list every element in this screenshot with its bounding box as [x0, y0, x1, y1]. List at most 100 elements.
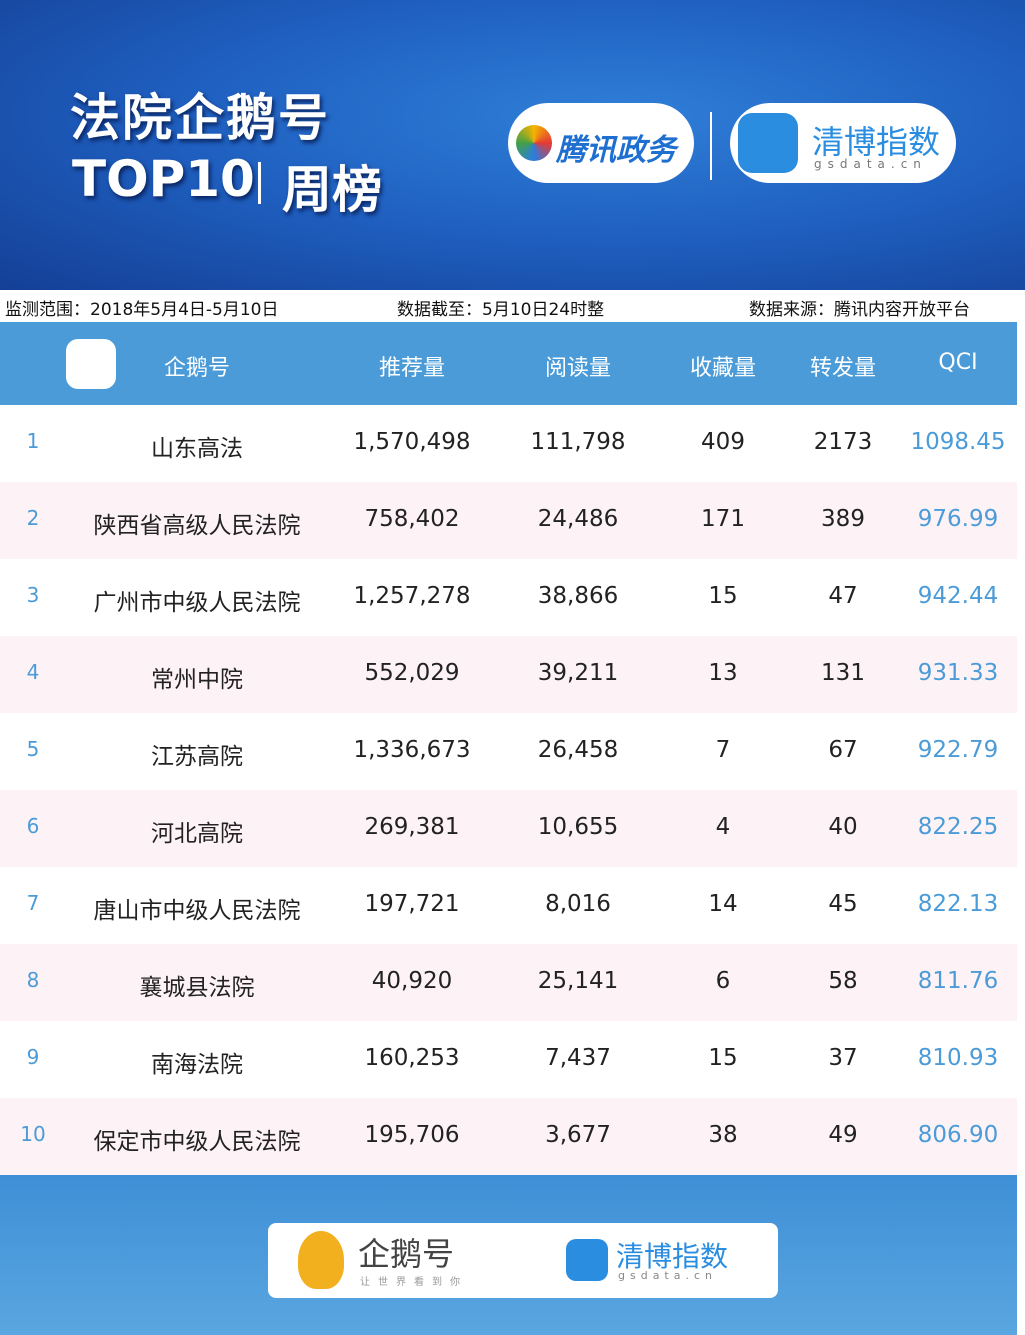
- table-cell: 13: [708, 660, 738, 686]
- footer: 企鹅号 让世界看到你 清博指数 gsdata.cn: [0, 1175, 1017, 1335]
- footer-logo-sub: 让世界看到你: [360, 1277, 468, 1288]
- table-cell: 1098.45: [910, 429, 1006, 455]
- table-cell: 409: [701, 429, 745, 455]
- table-cell: 10,655: [537, 814, 619, 840]
- table-cell: 38: [708, 1122, 738, 1148]
- table-cell: 1,570,498: [353, 429, 471, 455]
- table-cell: 10: [20, 1122, 46, 1146]
- table-row: 8 襄城县法院 40,920 25,141 6 58 811.76: [0, 944, 1017, 1021]
- table-cell: 4: [715, 814, 731, 840]
- table-cell: 976.99: [917, 506, 999, 532]
- table-cell: 552,029: [364, 660, 460, 686]
- table-cell: 942.44: [917, 583, 999, 609]
- footer-icon: [566, 1239, 608, 1281]
- table-cell: 15: [708, 583, 738, 609]
- table-row: 7 唐山市中级人民法院 197,721 8,016 14 45 822.13: [0, 867, 1017, 944]
- table-cell: 9: [26, 1045, 40, 1069]
- table-cell: 河北高院: [151, 821, 243, 847]
- header-icon: [66, 339, 116, 389]
- logo-pill: 清博指数 gsdata.cn: [730, 103, 956, 183]
- table-cell: 758,402: [364, 506, 460, 532]
- table-row: 10 保定市中级人民法院 195,706 3,677 38 49 806.90: [0, 1098, 1017, 1175]
- table-cell: 931.33: [917, 660, 999, 686]
- table-cell: 810.93: [917, 1045, 999, 1071]
- table-cell: 14: [708, 891, 738, 917]
- table-row: 9 南海法院 160,253 7,437 15 37 810.93: [0, 1021, 1017, 1098]
- table-cell: 唐山市中级人民法院: [93, 898, 301, 924]
- table-cell: 25,141: [537, 968, 619, 994]
- table-cell: 40: [828, 814, 858, 840]
- footer-logo-sub: gsdata.cn: [618, 1269, 718, 1282]
- table-row: 1 山东高法 1,570,498 111,798 409 2173 1098.45: [0, 405, 1017, 482]
- table-cell: 4: [26, 660, 40, 684]
- table-cell: 47: [828, 583, 858, 609]
- table-cell: 保定市中级人民法院: [93, 1129, 301, 1155]
- table-cell: 1,336,673: [353, 737, 471, 763]
- table-cell: 269,381: [364, 814, 460, 840]
- table-cell: 江苏高院: [151, 744, 243, 770]
- table-cell: 922.79: [917, 737, 999, 763]
- banner-title: 法院企鹅号: [70, 89, 330, 147]
- table-cell: 26,458: [537, 737, 619, 763]
- table-cell: 3: [26, 583, 40, 607]
- column-header: QCI: [938, 350, 978, 375]
- table-cell: 8,016: [545, 891, 611, 917]
- logo-icon: [516, 125, 552, 161]
- info-range: 监测范围：2018年5月4日-5月10日: [5, 300, 279, 320]
- banner: 法院企鹅号 TOP10 周榜 腾讯政务 清博指数 gsdata.cn: [0, 0, 1025, 290]
- table-cell: 常州中院: [151, 667, 243, 693]
- table-cell: 7,437: [545, 1045, 611, 1071]
- table-cell: 38,866: [537, 583, 619, 609]
- table-cell: 陕西省高级人民法院: [93, 513, 301, 539]
- table-cell: 822.25: [917, 814, 999, 840]
- table-cell: 45: [828, 891, 858, 917]
- banner-subtitle: TOP10: [72, 150, 255, 208]
- table-cell: 806.90: [917, 1122, 999, 1148]
- table-cell: 襄城县法院: [139, 975, 255, 1001]
- column-header: 转发量: [809, 356, 877, 381]
- footer-logo-text: 清博指数: [616, 1240, 729, 1273]
- table-row: 6 河北高院 269,381 10,655 4 40 822.25: [0, 790, 1017, 867]
- footer-logos: 企鹅号 让世界看到你 清博指数 gsdata.cn: [268, 1223, 778, 1298]
- table-cell: 197,721: [364, 891, 460, 917]
- table-cell: 2173: [813, 429, 873, 455]
- table-cell: 111,798: [530, 429, 626, 455]
- table-row: 4 常州中院 552,029 39,211 13 131 931.33: [0, 636, 1017, 713]
- table-cell: 3,677: [545, 1122, 611, 1148]
- table-cell: 131: [821, 660, 865, 686]
- table-cell: 160,253: [364, 1045, 460, 1071]
- table-cell: 37: [828, 1045, 858, 1071]
- column-header: 企鹅号: [163, 356, 231, 381]
- table-cell: 171: [701, 506, 745, 532]
- table-cell: 40,920: [371, 968, 453, 994]
- table-cell: 7: [715, 737, 731, 763]
- column-header: 阅读量: [544, 356, 612, 381]
- penguin-icon: [298, 1231, 344, 1289]
- table-cell: 5: [26, 737, 40, 761]
- separator: [258, 162, 261, 204]
- table-cell: 广州市中级人民法院: [93, 590, 301, 616]
- footer-logo-text: 企鹅号: [358, 1235, 455, 1273]
- table-cell: 山东高法: [151, 436, 243, 462]
- table-cell: 822.13: [917, 891, 999, 917]
- logo-text: 腾讯政务: [556, 133, 676, 168]
- table-cell: 15: [708, 1045, 738, 1071]
- table-cell: 58: [828, 968, 858, 994]
- info-source: 数据来源：腾讯内容开放平台: [749, 300, 970, 320]
- logo-sub: gsdata.cn: [814, 157, 927, 171]
- info-cutoff: 数据截至：5月10日24时整: [397, 300, 605, 320]
- table-cell: 1,257,278: [353, 583, 471, 609]
- logo-icon: [738, 113, 798, 173]
- table-cell: 24,486: [537, 506, 619, 532]
- table-row: 2 陕西省高级人民法院 758,402 24,486 171 389 976.99: [0, 482, 1017, 559]
- table-cell: 39,211: [537, 660, 619, 686]
- banner-subtitle: 周榜: [282, 161, 382, 219]
- table-cell: 2: [26, 506, 40, 530]
- table-row: 5 江苏高院 1,336,673 26,458 7 67 922.79: [0, 713, 1017, 790]
- logo-text: 清博指数: [812, 123, 941, 161]
- table-cell: 1: [26, 429, 40, 453]
- table-cell: 195,706: [364, 1122, 460, 1148]
- table-row: 3 广州市中级人民法院 1,257,278 38,866 15 47 942.44: [0, 559, 1017, 636]
- table-cell: 8: [26, 968, 40, 992]
- separator: [710, 112, 712, 180]
